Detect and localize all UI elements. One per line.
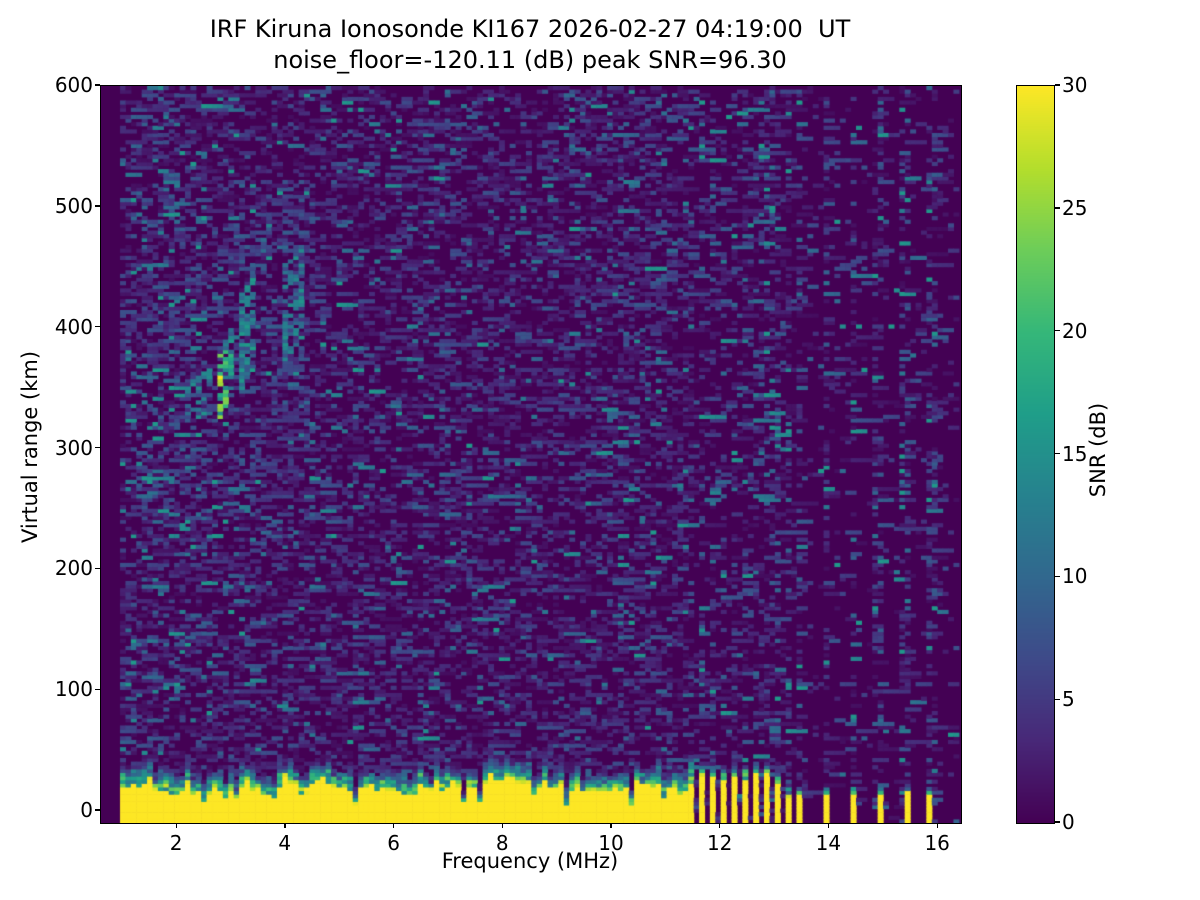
y-tick-mark-400 <box>95 326 100 328</box>
y-tick-mark-200 <box>95 567 100 570</box>
colorbar <box>1016 85 1055 824</box>
colorbar-tick-label-15: 15 <box>1062 441 1088 466</box>
colorbar-tick-label-0: 0 <box>1062 810 1075 834</box>
colorbar-tick-mark-10 <box>1055 575 1060 578</box>
y-tick-mark-300 <box>95 446 100 449</box>
x-tick-label-8: 8 <box>495 831 509 855</box>
colorbar-tick-label-5: 5 <box>1062 687 1075 712</box>
colorbar-tick-mark-20 <box>1055 330 1060 332</box>
colorbar-tick-label-30: 30 <box>1062 73 1088 97</box>
y-tick-label-300: 300 <box>54 435 93 460</box>
colorbar-gradient-canvas <box>1017 86 1054 823</box>
x-tick-mark-10 <box>610 823 612 828</box>
y-tick-label-0: 0 <box>80 797 93 822</box>
x-tick-mark-2 <box>175 823 177 828</box>
colorbar-tick-mark-0 <box>1055 821 1060 823</box>
x-tick-label-2: 2 <box>169 831 183 855</box>
x-tick-mark-16 <box>936 823 938 828</box>
x-tick-mark-6 <box>393 823 395 828</box>
y-tick-mark-100 <box>95 688 100 690</box>
colorbar-tick-mark-5 <box>1055 698 1060 700</box>
x-tick-label-10: 10 <box>598 831 624 855</box>
x-tick-label-4: 4 <box>278 831 292 855</box>
x-tick-label-14: 14 <box>815 831 842 855</box>
y-tick-label-400: 400 <box>54 314 93 339</box>
x-tick-label-16: 16 <box>924 831 950 855</box>
colorbar-tick-mark-30 <box>1055 84 1060 86</box>
y-tick-mark-0 <box>95 809 100 811</box>
x-tick-mark-12 <box>719 823 721 828</box>
colorbar-tick-label-10: 10 <box>1062 564 1088 589</box>
y-tick-label-100: 100 <box>54 677 93 702</box>
y-tick-mark-600 <box>95 84 100 86</box>
figure-subtitle: noise_floor=-120.11 (dB) peak SNR=96.30 <box>273 46 787 74</box>
figure-title: IRF Kiruna Ionosonde KI167 2026-02-27 04… <box>209 15 851 43</box>
colorbar-tick-mark-15 <box>1055 452 1060 455</box>
x-tick-label-6: 6 <box>387 831 400 855</box>
y-tick-label-200: 200 <box>54 556 93 581</box>
colorbar-tick-label-20: 20 <box>1062 318 1088 343</box>
heatmap-plot-area <box>100 85 962 824</box>
x-tick-mark-8 <box>501 823 504 828</box>
colorbar-tick-label-25: 25 <box>1062 195 1088 220</box>
x-axis-label: Frequency (MHz) <box>441 849 619 873</box>
x-tick-mark-4 <box>284 823 286 828</box>
y-tick-mark-500 <box>95 205 100 207</box>
figure-title-block: IRF Kiruna Ionosonde KI167 2026-02-27 04… <box>100 14 960 76</box>
y-tick-label-600: 600 <box>54 73 93 97</box>
x-tick-label-12: 12 <box>706 831 733 855</box>
colorbar-label: SNR (dB) <box>1086 402 1110 498</box>
y-tick-label-500: 500 <box>54 193 93 218</box>
colorbar-tick-mark-25 <box>1055 207 1060 209</box>
ionogram-heatmap-canvas <box>101 86 961 823</box>
x-tick-mark-14 <box>827 823 830 828</box>
